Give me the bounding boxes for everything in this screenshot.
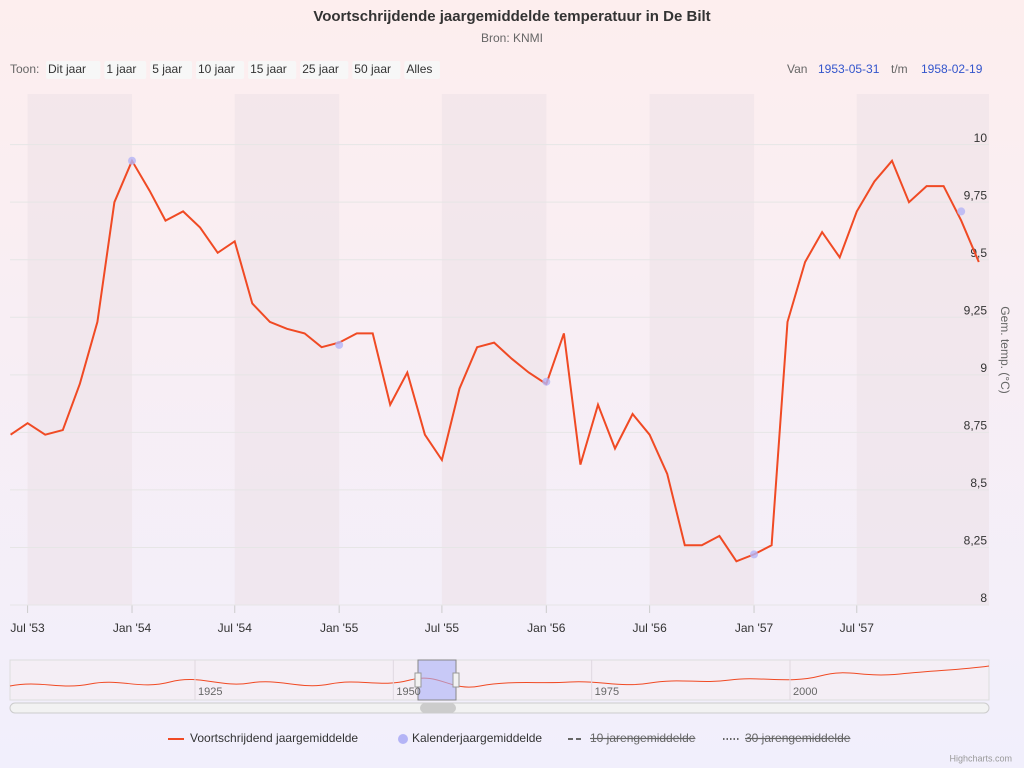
scrollbar[interactable] xyxy=(9,702,990,714)
plot-band xyxy=(234,94,340,605)
range-button-bg[interactable] xyxy=(300,61,349,79)
range-button-bg[interactable] xyxy=(404,61,440,79)
y-tick-label: 8,75 xyxy=(964,419,988,433)
navigator-selection[interactable] xyxy=(417,659,457,701)
y-tick-label: 8,25 xyxy=(964,534,988,548)
x-tick-label: Jul '57 xyxy=(840,621,875,635)
series-line xyxy=(10,158,980,563)
range-button[interactable]: 5 jaar xyxy=(152,62,182,76)
navigator[interactable] xyxy=(9,659,990,701)
navigator-tick-label: 1925 xyxy=(198,686,222,698)
navigator-handle[interactable] xyxy=(414,672,422,688)
legend-label[interactable]: Voortschrijdend jaargemiddelde xyxy=(190,731,358,745)
legend: Voortschrijdend jaargemiddelde Kalenderja… xyxy=(168,731,851,745)
x-tick-label: Jan '57 xyxy=(735,621,774,635)
range-button[interactable]: Alles xyxy=(406,62,432,76)
y-tick-label: 9,5 xyxy=(970,246,987,260)
navigator-line xyxy=(9,665,990,688)
point xyxy=(542,377,551,386)
plot-band xyxy=(27,94,133,605)
x-tick-label: Jan '56 xyxy=(527,621,566,635)
y-tick-label: 9,25 xyxy=(964,303,988,317)
navigator-tick-label: 2000 xyxy=(793,686,817,698)
scrollbar-thumb[interactable] xyxy=(420,703,456,713)
range-label: Toon: xyxy=(10,62,39,76)
y-tick-label: 8,5 xyxy=(970,476,987,490)
plot-band xyxy=(856,94,989,605)
to-label: t/m xyxy=(891,62,908,76)
navigator-handle[interactable] xyxy=(452,672,460,688)
navigator-tick-label: 1975 xyxy=(595,686,619,698)
legend-label[interactable]: 10 jarengemiddelde xyxy=(590,731,696,745)
range-button-bg[interactable] xyxy=(46,61,101,79)
chart-title: Voortschrijdende jaargemiddelde temperat… xyxy=(313,8,710,25)
y-tick-label: 9,75 xyxy=(964,188,988,202)
point xyxy=(335,340,344,349)
x-tick-label: Jul '55 xyxy=(425,621,460,635)
from-label: Van xyxy=(787,62,807,76)
range-button-bg[interactable] xyxy=(248,61,297,79)
chart-subtitle: Bron: KNMI xyxy=(481,31,543,45)
to-input[interactable]: 1958-02-19 xyxy=(921,62,983,76)
x-tick-label: Jan '54 xyxy=(113,621,152,635)
plot-bands xyxy=(27,94,989,605)
grid: Jul '53 Jan '54 Jul '54 Jan '55 Jul '55 Jan '… xyxy=(10,131,989,635)
plot-band xyxy=(649,94,755,605)
range-button[interactable]: Dit jaar xyxy=(48,62,86,76)
range-button[interactable]: 15 jaar xyxy=(250,62,287,76)
legend-label[interactable]: 30 jarengemiddelde xyxy=(745,731,851,745)
y-tick-label: 9 xyxy=(980,361,987,375)
navigator-axis: 1925 1950 1975 2000 xyxy=(194,660,817,700)
range-button-bg[interactable] xyxy=(196,61,245,79)
plot xyxy=(10,156,980,563)
legend-symbol xyxy=(398,734,408,744)
plot-band xyxy=(441,94,547,605)
range-button-bg[interactable] xyxy=(352,61,401,79)
legend-label[interactable]: Kalenderjaargemiddelde xyxy=(412,731,542,745)
range-button-bg[interactable] xyxy=(104,61,147,79)
x-tick-label: Jan '55 xyxy=(320,621,359,635)
x-tick-label: Jul '54 xyxy=(218,621,253,635)
range-button[interactable]: 50 jaar xyxy=(354,62,391,76)
point xyxy=(957,207,966,216)
from-input[interactable]: 1953-05-31 xyxy=(818,62,880,76)
y-tick-label: 8 xyxy=(980,591,987,605)
navigator-tick-label: 1950 xyxy=(396,686,420,698)
range-button-bg[interactable] xyxy=(150,61,192,79)
point xyxy=(128,156,137,165)
range-button[interactable]: 25 jaar xyxy=(302,62,339,76)
x-tick-label: Jul '53 xyxy=(10,621,45,635)
y-axis-title: Gem. temp. (°C) xyxy=(998,306,1012,393)
range-button[interactable]: 1 jaar xyxy=(106,62,136,76)
y-tick-label: 10 xyxy=(974,131,988,145)
point xyxy=(750,550,759,559)
credits[interactable]: Highcharts.com xyxy=(949,753,1012,763)
range-button[interactable]: 10 jaar xyxy=(198,62,235,76)
x-tick-label: Jul '56 xyxy=(632,621,667,635)
range-buttons: Dit jaar 1 jaar 5 jaar 10 jaar 15 jaar 25 jaa… xyxy=(46,61,440,79)
